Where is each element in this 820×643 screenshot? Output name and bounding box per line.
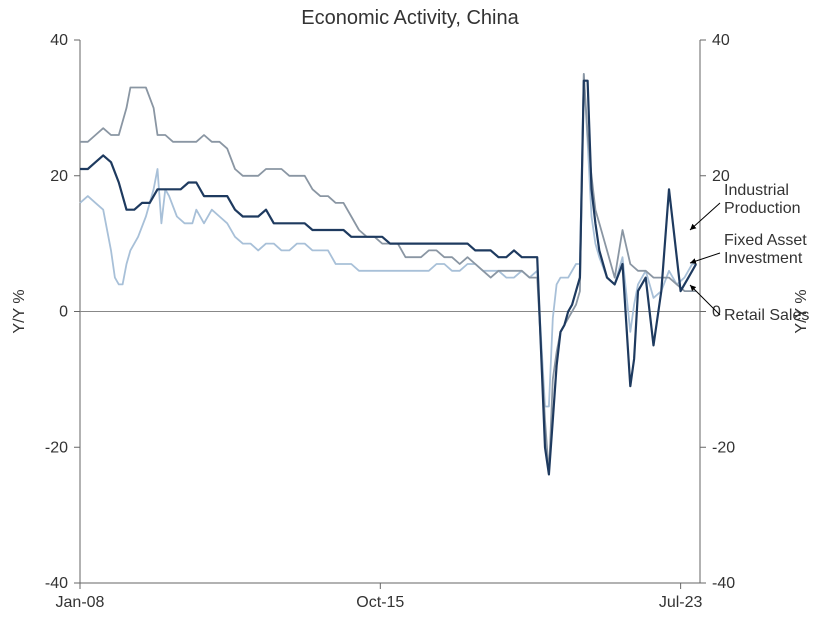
series-label: Industrial xyxy=(724,182,789,199)
svg-text:Jul-23: Jul-23 xyxy=(659,594,703,611)
svg-text:Oct-15: Oct-15 xyxy=(356,594,404,611)
series-label: Fixed Asset xyxy=(724,232,807,249)
svg-text:Jan-08: Jan-08 xyxy=(56,594,105,611)
series-label: Retail Sales xyxy=(724,307,809,324)
svg-text:-40: -40 xyxy=(45,575,68,592)
svg-text:-20: -20 xyxy=(712,439,735,456)
svg-text:40: 40 xyxy=(50,32,68,49)
svg-text:-40: -40 xyxy=(712,575,735,592)
svg-text:40: 40 xyxy=(712,32,730,49)
svg-text:-20: -20 xyxy=(45,439,68,456)
svg-text:0: 0 xyxy=(59,304,68,321)
economic-activity-chart: Economic Activity, China-40-40-20-200020… xyxy=(0,0,820,643)
series-label: Production xyxy=(724,200,801,217)
svg-text:20: 20 xyxy=(50,168,68,185)
y-axis-label-left: Y/Y % xyxy=(11,289,28,333)
chart-title: Economic Activity, China xyxy=(301,7,519,29)
series-label: Investment xyxy=(724,250,803,267)
